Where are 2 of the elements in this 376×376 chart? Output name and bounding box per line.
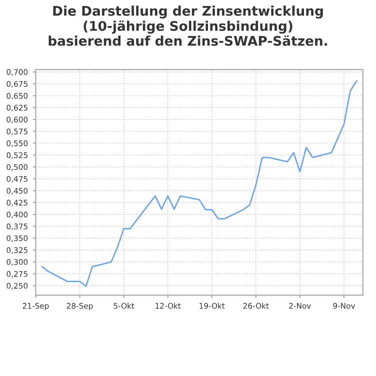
line-series bbox=[41, 80, 358, 287]
chart-title: Die Darstellung der Zinsentwicklung (10-jährige Sollzinsbindung) basierend auf den Zins-SWAP-Sätzen. bbox=[48, 6, 328, 46]
